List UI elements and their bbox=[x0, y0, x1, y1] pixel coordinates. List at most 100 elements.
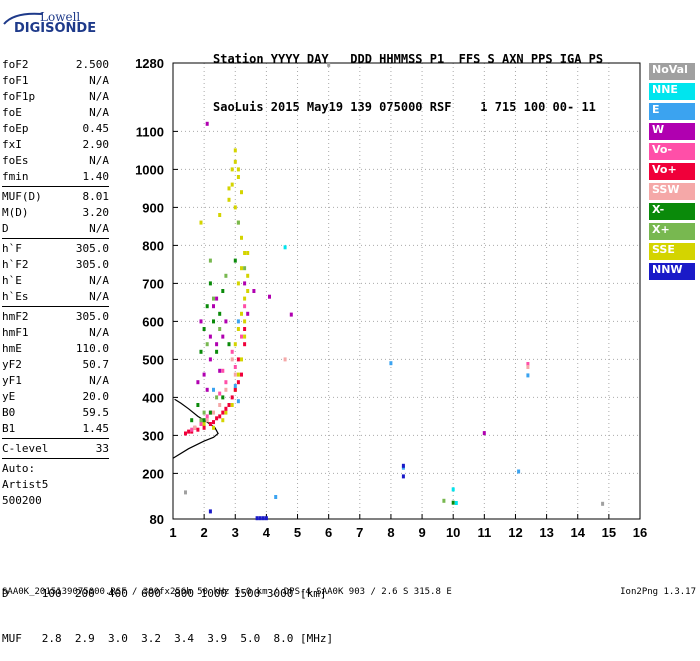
echo-point-xplus bbox=[208, 258, 212, 263]
y-tick-label: 1280 bbox=[135, 56, 164, 71]
logo-line1: Lowell bbox=[40, 10, 81, 24]
echo-point-xminus bbox=[227, 342, 231, 347]
x-tick-label: 14 bbox=[570, 525, 585, 540]
param-row: hmF1 N/A bbox=[2, 325, 109, 341]
param-row: B0 59.5 bbox=[2, 405, 109, 421]
param-name: hmF2 bbox=[2, 310, 29, 323]
echo-point-ssw bbox=[224, 387, 228, 392]
echo-point-nnw bbox=[401, 474, 405, 479]
echo-point-vominus bbox=[233, 365, 237, 369]
legend-item-w: W bbox=[649, 123, 695, 140]
echo-point-nnw bbox=[255, 516, 259, 521]
param-text: Artist5 bbox=[2, 478, 49, 491]
param-value: 8.01 bbox=[82, 190, 110, 203]
y-tick-label: 80 bbox=[150, 512, 164, 527]
y-tick-label: 500 bbox=[142, 352, 164, 367]
x-tick-label: 16 bbox=[633, 525, 647, 540]
param-text: Auto: bbox=[2, 462, 36, 475]
param-name: foEs bbox=[2, 154, 29, 167]
echo-point-sse bbox=[233, 205, 237, 210]
param-value: 50.7 bbox=[82, 358, 110, 371]
param-value: 2.90 bbox=[82, 138, 110, 151]
param-name: fmin bbox=[2, 170, 29, 183]
param-row: C-level 33 bbox=[2, 441, 109, 457]
x-tick-label: 5 bbox=[294, 525, 301, 540]
param-name: C-level bbox=[2, 442, 49, 455]
y-tick-label: 200 bbox=[142, 466, 164, 481]
param-row: foEp 0.45 bbox=[2, 121, 109, 137]
echo-point-vominus bbox=[240, 334, 243, 339]
param-name: foE bbox=[2, 106, 22, 119]
param-separator bbox=[2, 186, 109, 187]
echo-point-voplus bbox=[208, 422, 212, 426]
param-value: N/A bbox=[89, 106, 109, 119]
echo-point-voplus bbox=[236, 380, 240, 385]
echo-point-e bbox=[212, 387, 215, 392]
param-value: N/A bbox=[89, 154, 109, 167]
echo-point-xminus bbox=[208, 281, 212, 286]
param-name: foF2 bbox=[2, 58, 29, 71]
echo-point-sse bbox=[227, 197, 231, 202]
echo-point-voplus bbox=[243, 342, 247, 347]
param-row: B1 1.45 bbox=[2, 421, 109, 437]
echo-point-voplus bbox=[221, 410, 225, 415]
echo-point-voplus bbox=[224, 406, 228, 411]
echo-point-vominus bbox=[526, 362, 530, 366]
echo-point-sse bbox=[233, 342, 237, 347]
echo-point-xminus bbox=[215, 349, 219, 354]
plot-frame bbox=[172, 62, 641, 520]
legend-item-noval: NoVal bbox=[649, 63, 695, 80]
echo-point-xplus bbox=[212, 296, 215, 301]
legend-item-vominus: Vo- bbox=[649, 143, 695, 160]
echo-point-sse bbox=[240, 266, 243, 271]
echo-point-voplus bbox=[212, 420, 215, 425]
chart-grid bbox=[173, 63, 640, 519]
logo-swoosh-icon bbox=[3, 12, 43, 25]
echo-point-sse bbox=[240, 357, 243, 362]
echo-point-vominus bbox=[218, 391, 222, 396]
echo-point-sse bbox=[221, 418, 225, 423]
echo-point-xplus bbox=[202, 410, 206, 415]
param-name: yF1 bbox=[2, 374, 22, 387]
echo-point-xminus bbox=[221, 289, 225, 293]
param-value: 33 bbox=[95, 442, 109, 455]
param-row: yE 20.0 bbox=[2, 389, 109, 405]
echo-point-sse bbox=[240, 190, 243, 195]
echo-point-sse bbox=[212, 425, 215, 430]
chart-tick-labels: 1 2 3 4 5 6 7 8 9 10 11 12 13 14 15 1680200300400500600… bbox=[135, 56, 647, 540]
echo-point-nne bbox=[283, 245, 287, 250]
echo-point-w bbox=[289, 312, 293, 317]
legend-item-xplus: X+ bbox=[649, 223, 695, 240]
echo-point-noval bbox=[184, 490, 187, 495]
echo-point-w bbox=[268, 294, 271, 299]
echo-point-vominus bbox=[224, 380, 228, 385]
distance-row: D 100 200 400 600 800 1000 1500 3000 [km… bbox=[2, 587, 327, 600]
echo-point-w bbox=[208, 357, 212, 362]
param-row: yF2 50.7 bbox=[2, 357, 109, 373]
param-separator bbox=[2, 458, 109, 459]
echo-point-sse bbox=[236, 167, 240, 172]
echo-point-vominus bbox=[199, 422, 203, 426]
param-name: B1 bbox=[2, 422, 16, 435]
echo-point-xminus bbox=[208, 410, 212, 415]
echo-point-voplus bbox=[233, 387, 237, 392]
echo-point-vominus bbox=[190, 427, 194, 432]
echo-point-vominus bbox=[243, 304, 247, 309]
echo-point-sse bbox=[218, 213, 222, 217]
param-name: hmF1 bbox=[2, 326, 29, 339]
param-value: N/A bbox=[89, 290, 109, 303]
echo-point-w bbox=[215, 296, 219, 301]
x-tick-label: 15 bbox=[602, 525, 616, 540]
legend-item-nnw: NNW bbox=[649, 263, 695, 280]
echo-point-sse bbox=[230, 167, 234, 172]
echo-point-sse bbox=[202, 422, 206, 426]
logo-line2: DIGISONDE bbox=[14, 21, 97, 36]
x-tick-label: 4 bbox=[263, 525, 271, 540]
param-value: 2.500 bbox=[75, 58, 109, 71]
echo-point-voplus bbox=[187, 429, 191, 434]
param-value: N/A bbox=[89, 74, 109, 87]
echo-point-nnw bbox=[401, 463, 405, 468]
echo-point-sse bbox=[224, 410, 228, 415]
param-name: foF1 bbox=[2, 74, 29, 87]
x-tick-label: 9 bbox=[418, 525, 425, 540]
